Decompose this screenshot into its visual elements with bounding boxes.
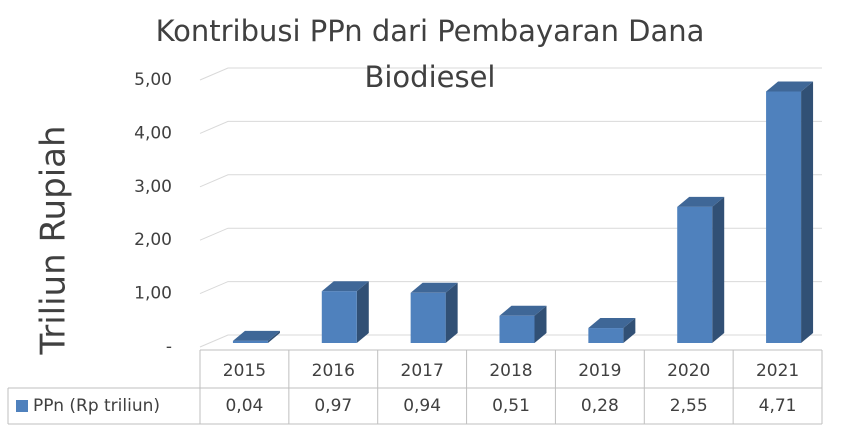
y-tick-label: - [166, 337, 172, 357]
bar [499, 315, 535, 343]
bar-top [232, 330, 280, 341]
value-label: 0,97 [314, 396, 352, 416]
y-tick-label: 3,00 [134, 177, 172, 197]
bar [677, 206, 713, 343]
grid-line [199, 67, 822, 81]
bar-top [766, 81, 814, 92]
bar-side [267, 330, 280, 343]
x-tick-label: 2021 [756, 361, 799, 381]
x-tick-label: 2020 [667, 361, 710, 381]
grid-line [199, 281, 822, 295]
legend-label: PPn (Rp triliun) [33, 396, 160, 416]
y-tick-label: 2,00 [134, 230, 172, 250]
x-tick-label: 2017 [401, 361, 444, 381]
bar [588, 328, 624, 343]
bar-top [677, 196, 725, 207]
bar-side [534, 305, 547, 343]
bar-top [499, 305, 547, 316]
value-label: 0,51 [492, 396, 530, 416]
bar-top [410, 282, 458, 293]
legend-swatch [16, 400, 28, 412]
value-label: 4,71 [759, 396, 797, 416]
bar-side [712, 196, 725, 343]
bar [766, 91, 802, 344]
grid-line [199, 227, 822, 241]
bar-top [588, 318, 636, 329]
x-tick-label: 2015 [223, 361, 266, 381]
y-axis-label: Triliun Rupiah [34, 125, 74, 355]
value-label: 0,28 [581, 396, 619, 416]
y-tick-label: 5,00 [134, 70, 172, 90]
y-tick-label: 1,00 [134, 284, 172, 304]
bar [410, 292, 446, 343]
chart-title: Kontribusi PPn dari Pembayaran Dana Biod… [155, 14, 705, 94]
bar-side [445, 282, 458, 343]
value-label: 0,04 [225, 396, 263, 416]
x-tick-label: 2019 [578, 361, 621, 381]
value-label: 0,94 [403, 396, 441, 416]
bar-side [356, 281, 369, 343]
bar-top [321, 281, 369, 292]
bar [321, 291, 357, 343]
bar-side [801, 81, 814, 344]
bar-side [623, 318, 636, 343]
bar [232, 340, 268, 343]
grid-line [199, 120, 822, 134]
y-tick-label: 4,00 [134, 123, 172, 143]
value-label: 2,55 [670, 396, 708, 416]
x-tick-label: 2016 [312, 361, 355, 381]
x-tick-label: 2018 [489, 361, 532, 381]
grid-line [199, 174, 822, 188]
